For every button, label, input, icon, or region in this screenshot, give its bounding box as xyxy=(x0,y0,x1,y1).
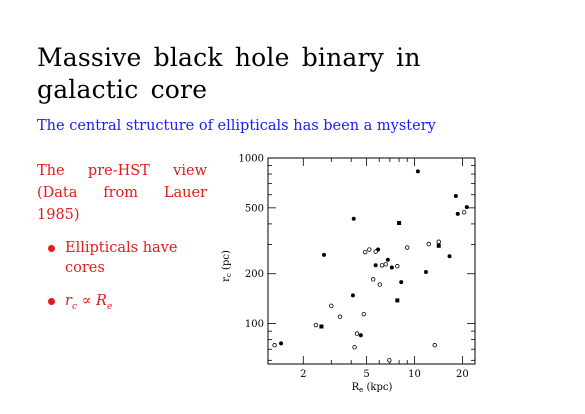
bullet-dot-icon xyxy=(48,298,55,305)
x-axis-label: Re (kpc) xyxy=(352,382,393,394)
data-point xyxy=(358,333,363,338)
data-point xyxy=(395,264,400,269)
data-point xyxy=(426,241,432,247)
bullet-math-rc: rc xyxy=(65,293,77,312)
data-point xyxy=(313,322,319,328)
data-point xyxy=(322,252,327,257)
intro-text: The pre-HST view (Data from Lauer 1985) xyxy=(37,163,207,223)
data-point xyxy=(367,247,372,252)
data-point xyxy=(453,193,458,198)
bullet-math-relation: ∝ xyxy=(76,293,97,309)
data-point xyxy=(272,343,277,348)
data-point xyxy=(432,343,437,348)
x-tick-label: 2 xyxy=(300,369,306,380)
data-point xyxy=(354,331,360,336)
data-point xyxy=(361,311,366,317)
data-point xyxy=(373,249,378,254)
data-point xyxy=(395,298,400,303)
bullet-item: rc ∝ Re xyxy=(48,291,208,317)
data-point xyxy=(464,205,469,210)
data-point xyxy=(379,263,385,268)
data-point xyxy=(350,293,355,298)
data-point xyxy=(279,341,284,346)
slide-title: Massive black hole binary in galactic co… xyxy=(37,43,421,104)
bullet-dot-icon xyxy=(48,245,55,252)
chart-marks xyxy=(272,169,469,363)
bullet-item: Ellipticals have cores xyxy=(48,238,208,278)
data-point xyxy=(455,211,460,216)
data-point xyxy=(415,169,420,174)
scatter-chart: 2 5 10 20 100 200 500 1000 rc (pc) Re (kpc) xyxy=(221,154,476,394)
y-tick-label: 500 xyxy=(245,203,264,214)
data-point xyxy=(319,324,324,329)
data-point xyxy=(436,239,441,244)
data-point xyxy=(329,303,334,309)
data-point xyxy=(405,245,410,250)
x-tick-label: 10 xyxy=(408,369,421,380)
x-tick-label: 20 xyxy=(456,369,469,380)
chart-axes: 2 5 10 20 100 200 500 1000 xyxy=(239,154,476,380)
y-tick-label: 200 xyxy=(245,269,264,280)
data-point xyxy=(370,277,376,282)
data-point xyxy=(363,249,368,255)
data-point xyxy=(399,280,404,285)
data-point xyxy=(352,345,357,350)
data-point xyxy=(337,314,343,319)
slide-subtitle: The central structure of ellipticals has… xyxy=(37,118,436,134)
y-tick-label: 1000 xyxy=(239,154,264,165)
y-tick-label: 100 xyxy=(245,319,264,330)
data-point xyxy=(383,262,388,267)
data-point xyxy=(397,220,402,225)
plot-frame xyxy=(267,157,476,365)
x-tick-label: 5 xyxy=(363,369,369,380)
bullet-math-Re: Re xyxy=(96,293,113,312)
data-point xyxy=(385,257,390,262)
data-point xyxy=(351,216,356,221)
data-point xyxy=(389,265,394,270)
bullet-list: Ellipticals have cores rc ∝ Re xyxy=(48,238,208,330)
data-point xyxy=(447,254,452,259)
y-axis-label: rc (pc) xyxy=(221,250,233,282)
data-point xyxy=(377,282,382,287)
bullet-text: Ellipticals have cores xyxy=(65,240,178,276)
data-point xyxy=(423,269,428,274)
data-point xyxy=(436,243,441,248)
data-point xyxy=(461,210,467,215)
data-point xyxy=(387,358,392,363)
data-point xyxy=(373,263,378,268)
